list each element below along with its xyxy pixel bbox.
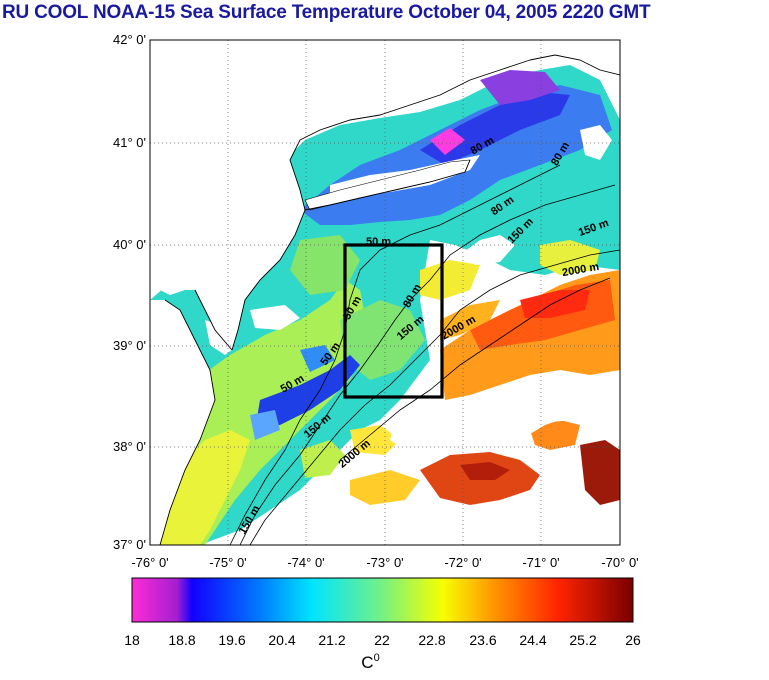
lon-label: -73° 0' [366, 555, 404, 570]
colorbar-tick: 25.2 [569, 632, 597, 648]
contour-label: 2000 m [561, 260, 601, 280]
lat-label: 37° 0' [113, 537, 146, 552]
contour-label: 150 m [236, 503, 263, 537]
colorbar-tick: 22.8 [418, 632, 446, 648]
colorbar-tick: 26 [625, 632, 641, 648]
contour-label: 50 m [366, 236, 392, 248]
lat-label: 38° 0' [113, 439, 146, 454]
contour-label: 50 m [341, 294, 365, 322]
contour-label: 50 m [278, 372, 307, 396]
lon-label: -72° 0' [444, 555, 482, 570]
contour-label: 80 m [401, 282, 425, 310]
lon-label: -76° 0' [131, 555, 169, 570]
colorbar-tick: 18 [124, 632, 140, 648]
grid [150, 40, 620, 545]
map-frame [149, 39, 621, 546]
contour-label: 80 m [549, 140, 573, 168]
lon-label: -70° 0' [601, 555, 639, 570]
colorbar-tick: 19.6 [218, 632, 246, 648]
contour-label: 150 m [505, 215, 536, 247]
colorbar-tick: 20.4 [268, 632, 296, 648]
contour-label: 150 m [301, 411, 334, 441]
contour-label: 80 m [488, 193, 517, 219]
colorbar-tick: 21.2 [318, 632, 346, 648]
colorbar-tick: 18.8 [168, 632, 196, 648]
lat-label: 42° 0' [113, 32, 146, 47]
contour-label: 2000 m [439, 313, 478, 343]
contour-label: 50 m [318, 340, 343, 368]
lat-label: 40° 0' [113, 237, 146, 252]
contour-label: 150 m [576, 217, 611, 239]
colorbar-unit: C0 [0, 652, 769, 673]
lon-label: -74° 0' [287, 555, 325, 570]
colorbar-tick: 22 [374, 632, 390, 648]
colorbar-tick: 24.4 [519, 632, 547, 648]
contour-label: 80 m [468, 134, 497, 158]
lat-label: 39° 0' [113, 338, 146, 353]
lon-label: -75° 0' [209, 555, 247, 570]
contour-label: 150 m [394, 313, 427, 343]
colorbar-tick: 23.6 [469, 632, 497, 648]
colorbar-unit-letter: C [361, 652, 374, 672]
contour-label: 2000 m [336, 437, 373, 471]
bathymetry-contours [229, 164, 620, 545]
page-title: RU COOL NOAA-15 Sea Surface Temperature … [2, 2, 651, 23]
coastline [159, 54, 620, 545]
colorbar-unit-sup: 0 [373, 652, 380, 664]
study-area-box [343, 243, 444, 399]
lat-label: 41° 0' [113, 135, 146, 150]
lon-label: -71° 0' [522, 555, 560, 570]
